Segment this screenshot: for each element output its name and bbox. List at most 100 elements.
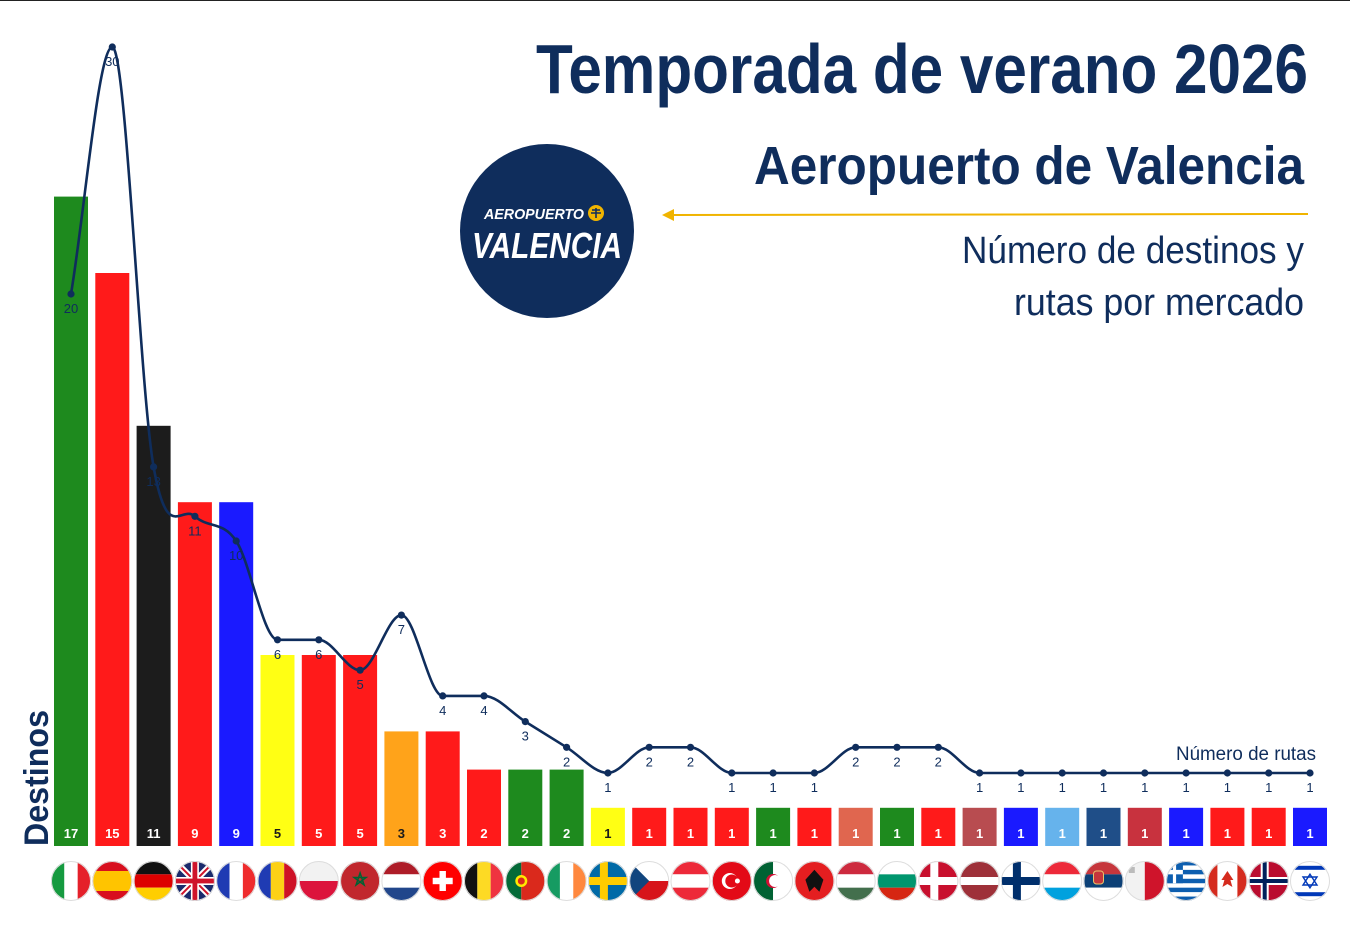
bar-sweden <box>590 807 625 846</box>
bar-value-label-czech-republic: 1 <box>646 826 653 841</box>
logo-main-text: VALENCIA <box>472 225 622 266</box>
route-point-algeria <box>769 769 777 777</box>
chart-description-line1: Número de destinos y <box>962 230 1304 272</box>
route-value-label-turkey: 1 <box>728 780 735 795</box>
route-point-albania <box>810 769 819 777</box>
pointer-arrow <box>671 213 1309 216</box>
route-value-label-latvia: 1 <box>976 780 983 795</box>
bar-luxembourg <box>1045 807 1080 846</box>
route-point-norway <box>1265 769 1273 777</box>
canada-flag-icon <box>1207 861 1248 901</box>
route-value-label-denmark: 2 <box>935 754 942 769</box>
route-value-label-austria: 2 <box>687 754 694 769</box>
bar-value-label-bulgaria: 1 <box>893 826 900 841</box>
spain-flag-icon <box>92 861 133 901</box>
route-point-france <box>232 537 240 545</box>
bar-value-label-israel: 1 <box>1306 826 1313 841</box>
bar-norway <box>1251 807 1286 846</box>
bar-hungary <box>838 807 873 846</box>
route-value-label-serbia: 1 <box>1100 780 1107 795</box>
bar-serbia <box>1086 807 1121 846</box>
chart-title: Temporada de verano 2026 <box>536 30 1308 108</box>
plane-icon <box>588 205 604 221</box>
bar-portugal <box>508 769 543 846</box>
route-value-label-poland: 6 <box>315 647 322 662</box>
bar-value-label-finland: 1 <box>1017 826 1024 841</box>
bar-value-label-poland: 5 <box>315 826 322 841</box>
bar-bulgaria <box>880 807 914 846</box>
bars-layer: 17 15 11 9 9 5 5 5 3 3 2 2 2 1 1 1 1 1 1 1 1 1 1 1 1 1 1 1 1 1 1 <box>54 196 1327 847</box>
route-value-label-belgium: 4 <box>480 703 487 718</box>
route-value-label-portugal: 3 <box>522 729 529 744</box>
bar-value-label-united-kingdom: 9 <box>191 826 198 841</box>
y-axis-label: Destinos <box>18 710 56 846</box>
bar-albania <box>797 807 832 846</box>
flags-layer <box>51 861 1330 901</box>
route-point-turkey <box>728 769 736 777</box>
route-value-label-switzerland: 4 <box>439 703 446 718</box>
bar-value-label-luxembourg: 1 <box>1059 826 1066 841</box>
route-point-sweden <box>604 769 612 777</box>
route-point-hungary <box>852 743 860 751</box>
bar-belgium <box>467 769 501 846</box>
route-value-label-finland: 1 <box>1017 780 1024 795</box>
route-point-malta <box>1141 769 1149 777</box>
latvia-flag-icon <box>959 861 1000 901</box>
switzerland-flag-icon <box>422 861 463 901</box>
bar-value-label-algeria: 1 <box>769 826 776 841</box>
route-point-spain <box>108 43 116 51</box>
bar-malta <box>1127 807 1162 846</box>
route-value-label-hungary: 2 <box>852 754 859 769</box>
bar-romania <box>260 655 295 846</box>
airport-logo: AEROPUERTO VALENCIA <box>460 144 634 318</box>
bar-value-label-sweden: 1 <box>604 826 611 841</box>
finland-flag-icon <box>1000 861 1041 901</box>
morocco-flag-icon <box>340 861 381 901</box>
poland-flag-icon <box>298 861 339 901</box>
turkey-flag-icon <box>711 861 752 901</box>
route-value-label-canada: 1 <box>1224 780 1231 795</box>
bar-value-label-belgium: 2 <box>480 826 487 841</box>
route-point-finland <box>1017 769 1025 777</box>
bar-value-label-hungary: 1 <box>852 826 859 841</box>
algeria-flag-icon <box>753 861 794 901</box>
route-value-label-bulgaria: 2 <box>893 754 900 769</box>
bar-value-label-romania: 5 <box>274 826 281 841</box>
route-value-label-malta: 1 <box>1141 780 1148 795</box>
route-value-label-algeria: 1 <box>769 780 776 795</box>
route-value-label-morocco: 5 <box>356 677 363 692</box>
route-value-label-france: 10 <box>229 548 243 563</box>
bar-italy <box>54 196 88 847</box>
bar-turkey <box>714 807 749 846</box>
bar-value-label-switzerland: 3 <box>439 826 446 841</box>
route-value-label-sweden: 1 <box>604 780 611 795</box>
route-value-label-spain: 30 <box>105 54 119 69</box>
bar-greece <box>1169 807 1204 846</box>
bar-canada <box>1210 807 1245 846</box>
route-point-denmark <box>934 743 942 751</box>
bar-value-label-france: 9 <box>233 826 240 841</box>
bar-algeria <box>756 807 791 846</box>
route-point-united-kingdom <box>191 512 199 520</box>
route-point-netherlands <box>397 611 405 619</box>
bar-value-label-canada: 1 <box>1224 826 1231 841</box>
route-value-label-ireland: 2 <box>563 754 570 769</box>
logo-circle <box>460 144 634 318</box>
bar-value-label-spain: 15 <box>105 826 119 841</box>
bar-netherlands <box>384 731 419 846</box>
sweden-flag-icon <box>587 861 628 901</box>
route-point-germany <box>150 463 158 471</box>
route-value-label-united-kingdom: 11 <box>188 523 202 538</box>
israel-flag-icon <box>1290 861 1330 901</box>
bar-israel <box>1293 807 1327 846</box>
denmark-flag-icon <box>918 861 959 901</box>
route-point-greece <box>1182 769 1190 777</box>
route-point-romania <box>273 636 282 644</box>
route-value-label-albania: 1 <box>811 780 818 795</box>
bar-france <box>219 502 254 846</box>
route-value-label-netherlands: 7 <box>398 622 405 637</box>
route-point-switzerland <box>439 692 447 700</box>
logo-top-text: AEROPUERTO <box>483 206 584 223</box>
